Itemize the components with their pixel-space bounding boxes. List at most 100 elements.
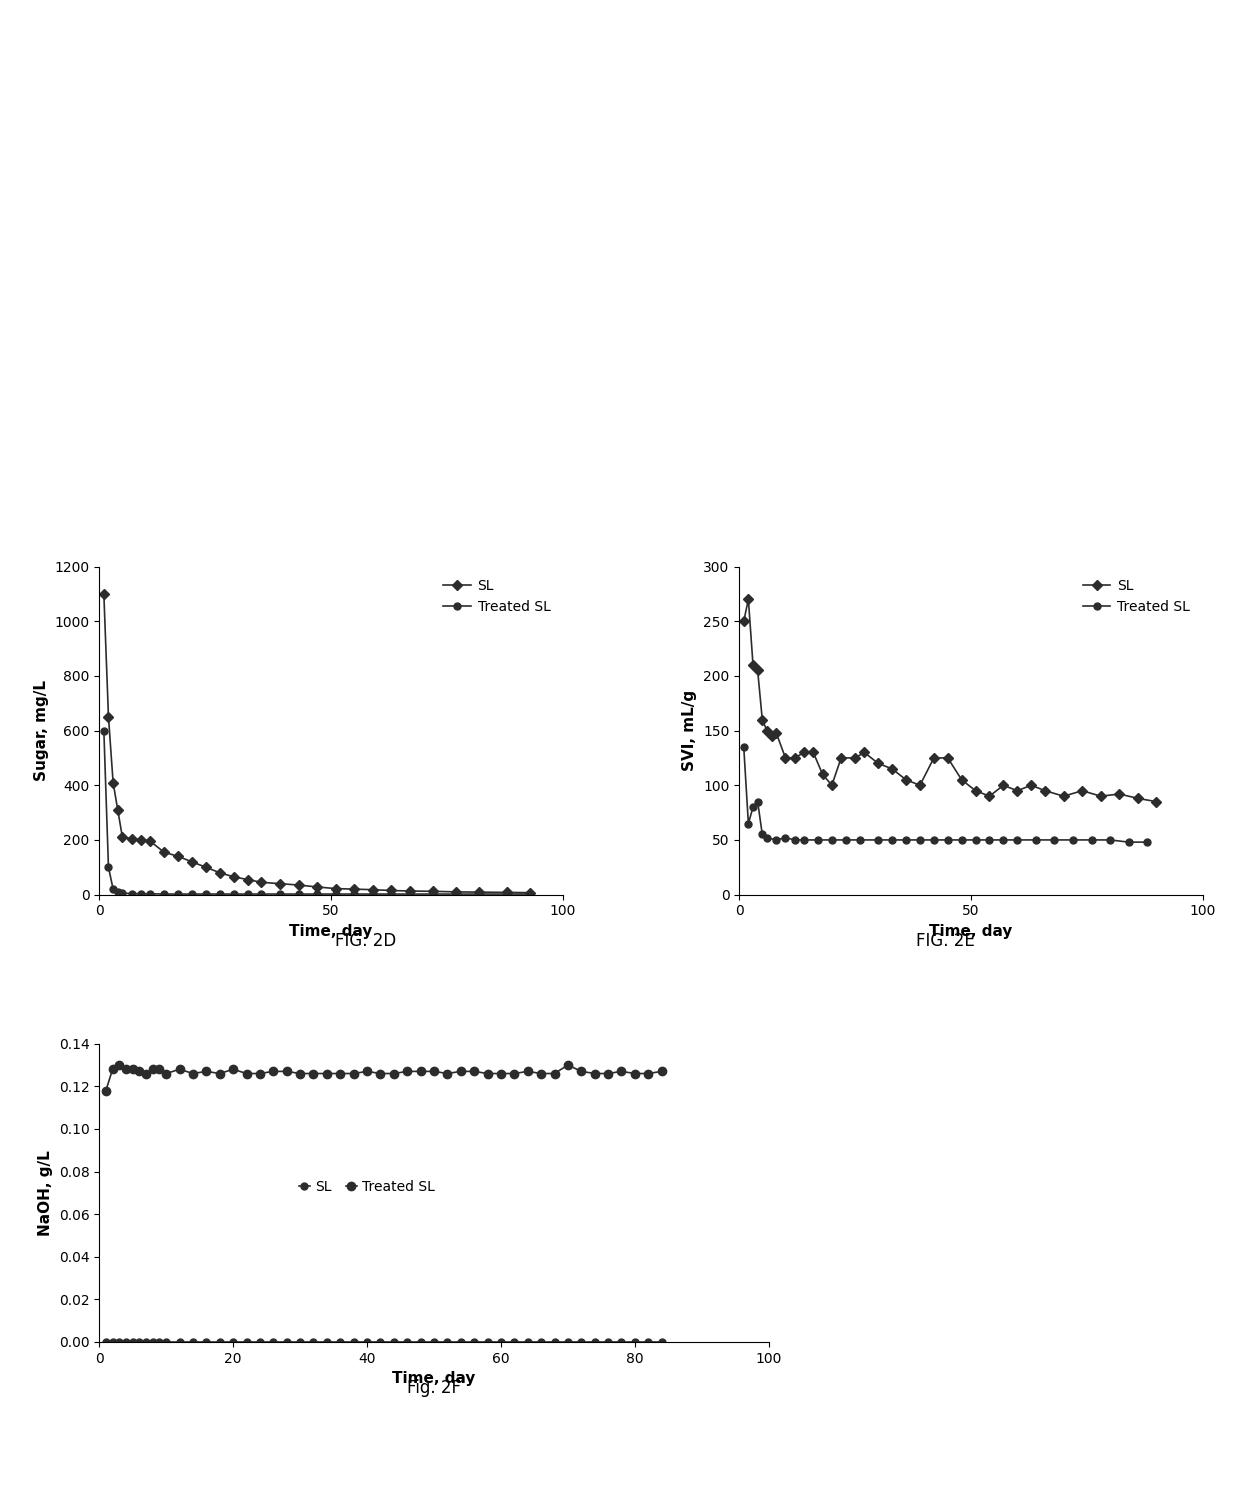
Treated SL (226, 886, 241, 904)
SL (533, 1333, 548, 1351)
SL (655, 1333, 670, 1351)
SL (737, 613, 751, 631)
Treated SL (332, 1065, 347, 1082)
Treated SL (1102, 830, 1117, 848)
SL (198, 1333, 213, 1351)
SL (131, 1333, 146, 1351)
Treated SL (320, 1065, 335, 1082)
Treated SL (500, 886, 515, 904)
Treated SL (97, 722, 112, 740)
SL (185, 853, 200, 871)
Treated SL (387, 1065, 402, 1082)
Treated SL (870, 830, 885, 848)
Treated SL (655, 1063, 670, 1081)
SL (764, 728, 779, 746)
Treated SL (399, 1063, 414, 1081)
SL (306, 1333, 321, 1351)
Treated SL (241, 886, 255, 904)
Line: Treated SL: Treated SL (102, 1060, 666, 1094)
Treated SL (600, 1065, 615, 1082)
SL (347, 880, 362, 898)
SL (384, 881, 399, 899)
Treated SL (737, 738, 751, 756)
Treated SL (1028, 830, 1043, 848)
Treated SL (105, 1060, 120, 1078)
SL (806, 744, 821, 762)
SL (996, 777, 1011, 795)
SL (588, 1333, 603, 1351)
SL (212, 863, 227, 881)
SL (425, 883, 440, 901)
Treated SL (996, 830, 1011, 848)
Legend: SL, Treated SL: SL, Treated SL (1078, 574, 1195, 620)
Treated SL (759, 829, 774, 847)
Treated SL (172, 1060, 187, 1078)
Treated SL (226, 1060, 241, 1078)
Text: Fig. 2F: Fig. 2F (407, 1379, 461, 1397)
Treated SL (185, 886, 200, 904)
Treated SL (198, 886, 213, 904)
SL (926, 748, 941, 766)
Treated SL (574, 1063, 589, 1081)
SL (366, 881, 381, 899)
Treated SL (105, 880, 120, 898)
Treated SL (825, 830, 839, 848)
Treated SL (119, 1060, 134, 1078)
SL (777, 748, 792, 766)
Treated SL (153, 1060, 167, 1078)
Treated SL (472, 886, 487, 904)
SL (291, 877, 306, 895)
SL (574, 1333, 589, 1351)
Treated SL (293, 1065, 308, 1082)
SL (1131, 789, 1146, 807)
SL (825, 777, 839, 795)
Treated SL (1140, 833, 1154, 851)
Treated SL (329, 886, 343, 904)
Treated SL (913, 830, 928, 848)
SL (226, 868, 241, 886)
SL (440, 1333, 455, 1351)
SL (787, 748, 802, 766)
SL (547, 1333, 562, 1351)
SL (265, 1333, 280, 1351)
SL (899, 771, 914, 789)
SL (143, 832, 157, 850)
SL (560, 1333, 575, 1351)
SL (139, 1333, 154, 1351)
SL (521, 1333, 536, 1351)
SL (110, 801, 125, 819)
Treated SL (507, 1065, 522, 1082)
Text: FIG. 2E: FIG. 2E (915, 932, 975, 950)
Treated SL (253, 1065, 268, 1082)
Treated SL (899, 830, 914, 848)
Treated SL (755, 826, 770, 844)
Treated SL (373, 1065, 388, 1082)
Treated SL (769, 830, 784, 848)
Y-axis label: SVI, mL/g: SVI, mL/g (682, 690, 697, 771)
Treated SL (427, 1063, 441, 1081)
SL (105, 774, 120, 792)
SL (198, 859, 213, 877)
X-axis label: Time, day: Time, day (929, 924, 1013, 939)
Treated SL (413, 1063, 428, 1081)
SL (627, 1333, 642, 1351)
Y-axis label: Sugar, mg/L: Sugar, mg/L (33, 680, 48, 781)
SL (968, 781, 983, 799)
SL (523, 884, 538, 902)
SL (156, 844, 171, 862)
Treated SL (560, 1056, 575, 1074)
X-axis label: Time, day: Time, day (289, 924, 373, 939)
Treated SL (156, 886, 171, 904)
Treated SL (742, 814, 756, 832)
SL (1024, 777, 1039, 795)
Treated SL (982, 830, 997, 848)
Treated SL (494, 1065, 508, 1082)
SL (100, 708, 115, 726)
SL (641, 1333, 656, 1351)
SL (870, 754, 885, 772)
Treated SL (306, 1065, 321, 1082)
SL (310, 878, 325, 896)
SL (1112, 786, 1127, 804)
SL (796, 744, 811, 762)
Line: Treated SL: Treated SL (740, 744, 1151, 845)
